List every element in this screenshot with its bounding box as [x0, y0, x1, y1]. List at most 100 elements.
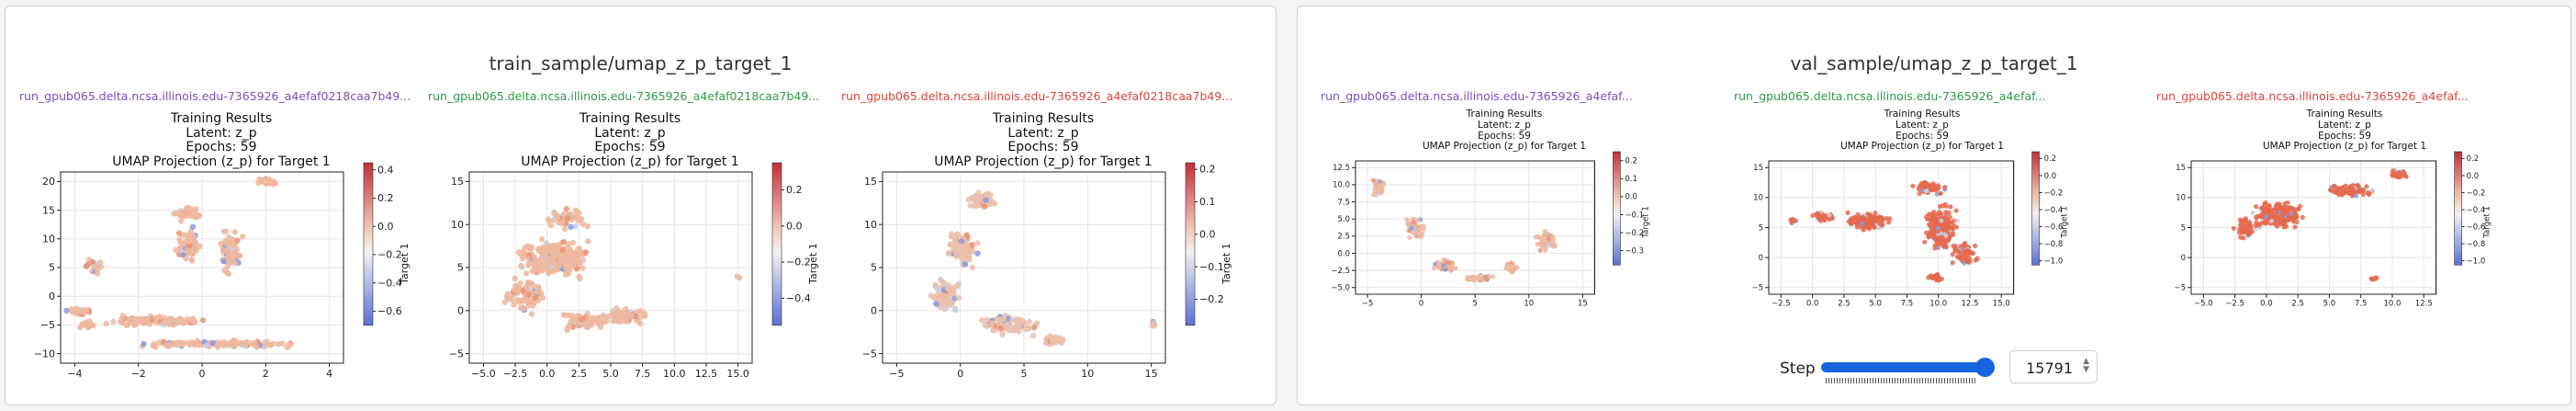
scatter-point [544, 246, 551, 253]
colorbar-tick-label: 0.0 [2044, 172, 2057, 181]
scatter-point [1407, 234, 1412, 240]
scatter-point [1973, 243, 1978, 248]
scatter-point [737, 274, 743, 281]
scatter-point [2274, 210, 2279, 215]
run-name: run_gpub065.delta.ncsa.illinois.edu-7365… [19, 89, 411, 103]
scatter-point [186, 340, 193, 348]
scatter-point [585, 238, 591, 245]
scatter-point [2258, 214, 2264, 220]
colorbar [771, 162, 782, 326]
scatter-point [952, 306, 959, 314]
x-tick-label: 15.0 [1993, 300, 2010, 309]
spinner-icon[interactable]: ▲ ▼ [2083, 357, 2089, 374]
colorbar-tick-label: 0.0 [377, 221, 394, 233]
scatter-point [286, 341, 293, 348]
scatter-point [605, 313, 612, 320]
scatter-point [1543, 245, 1548, 250]
scatter-point [936, 286, 943, 292]
scatter-point [988, 321, 996, 327]
colorbar-tick-label: 0.2 [786, 184, 803, 196]
colorbar-tick-label: 0.2 [1625, 157, 1637, 166]
step-slider-thumb[interactable] [1975, 358, 1995, 377]
scatter-point [163, 342, 170, 349]
scatter-point [1955, 248, 1962, 254]
y-tick-label: 0 [1759, 254, 1763, 263]
scatter-point [179, 213, 186, 220]
scatter-point [984, 323, 990, 329]
scatter-point [1792, 218, 1797, 223]
scatter-point [1926, 275, 1931, 280]
plot-title-line: Latent: z_p [1007, 125, 1079, 141]
scatter-point [214, 342, 221, 349]
umap-scatter-plot: −4 −2 0 2 4 −10 −5 0 5 10 15 20 0.4 0.2 0.0 −0.2 −0.4 −0.… [34, 162, 411, 380]
umap-scatter-plot: −5 0 5 10 15 −5 0 5 10 15 0.2 0.1 0.0 −0.1 −0.2 Target … [862, 162, 1232, 380]
scatter-point [1375, 186, 1381, 192]
plot-title-line: Training Results [579, 111, 681, 126]
scatter-point [2347, 190, 2354, 196]
scatter-point [553, 243, 559, 249]
scatter-point [1938, 237, 1943, 243]
scatter-point [2288, 215, 2293, 221]
plot-title-line: Epochs: 59 [1478, 130, 1531, 142]
scatter-point [2294, 214, 2300, 220]
scatter-point [189, 315, 197, 322]
scatter-point [1931, 234, 1937, 240]
plot-title-line: Epochs: 59 [186, 140, 257, 155]
scatter-points [501, 205, 743, 334]
scatter-point [173, 247, 179, 254]
scatter-point [530, 281, 536, 289]
colorbar [1185, 162, 1196, 326]
scatter-point [566, 241, 572, 247]
scatter-point [2242, 227, 2248, 233]
scatter-point [636, 320, 644, 327]
scatter-point [191, 341, 198, 348]
scatter-point [612, 316, 619, 324]
scatter-point [621, 310, 628, 317]
scatter-point [1923, 188, 1929, 194]
train-panel: train_sample/umap_z_p_target_1 −4 −2 0 2 4 −1… [5, 6, 1277, 405]
umap-scatter-plot: −2.5 0.0 2.5 5.0 7.5 10.0 12.5 15.0 −5 0 5 10 15 0.2 0… [1751, 151, 2070, 309]
step-slider[interactable] [1821, 362, 1982, 372]
scatter-point [1404, 221, 1411, 226]
scatter-point [562, 264, 568, 270]
colorbar-tick-label: 0.1 [1199, 196, 1216, 208]
y-tick-label: 15 [864, 176, 877, 188]
run-name: run_gpub065.delta.ncsa.illinois.edu-7365… [428, 89, 820, 103]
scatter-point [80, 321, 86, 328]
scatter-point [231, 259, 239, 267]
colorbar-label: Target 1 [1221, 243, 1232, 285]
scatter-point [199, 317, 207, 324]
step-input[interactable]: 15791 ▲ ▼ [2009, 350, 2098, 383]
scatter-point [1942, 185, 1948, 190]
scatter-point [573, 265, 580, 272]
y-tick-label: 0 [2181, 254, 2186, 263]
scatter-point [955, 294, 962, 301]
scatter-point [103, 320, 109, 327]
plot-title-line: Latent: z_p [1478, 119, 1531, 131]
scatter-point [131, 316, 139, 324]
y-tick-label: 10.0 [1333, 181, 1350, 190]
scatter-point [1431, 265, 1437, 271]
scatter-point [1927, 222, 1933, 228]
scatter-point [1950, 260, 1955, 266]
scatter-point [564, 215, 570, 222]
y-tick-label: 5 [457, 262, 464, 274]
scatter-point [110, 318, 117, 325]
scatter-point [2350, 186, 2356, 191]
scatter-point [570, 249, 577, 257]
scatter-point [1379, 187, 1385, 192]
y-tick-label: 10 [42, 233, 55, 245]
scatter-point [1944, 225, 1950, 231]
y-tick-label: 15 [451, 176, 464, 188]
scatter-point [2401, 171, 2406, 177]
scatter-point [1854, 220, 1860, 226]
y-tick-label: −2.5 [1331, 267, 1350, 276]
y-tick-label: 5 [1759, 223, 1763, 233]
colorbar-tick-label: −0.4 [2044, 206, 2064, 215]
x-tick-label: 2.5 [571, 368, 588, 380]
scatter-point [559, 219, 566, 226]
scatter-point [179, 340, 186, 347]
scatter-point [1788, 217, 1794, 223]
scatter-point [949, 233, 956, 240]
scatter-point [221, 238, 229, 245]
